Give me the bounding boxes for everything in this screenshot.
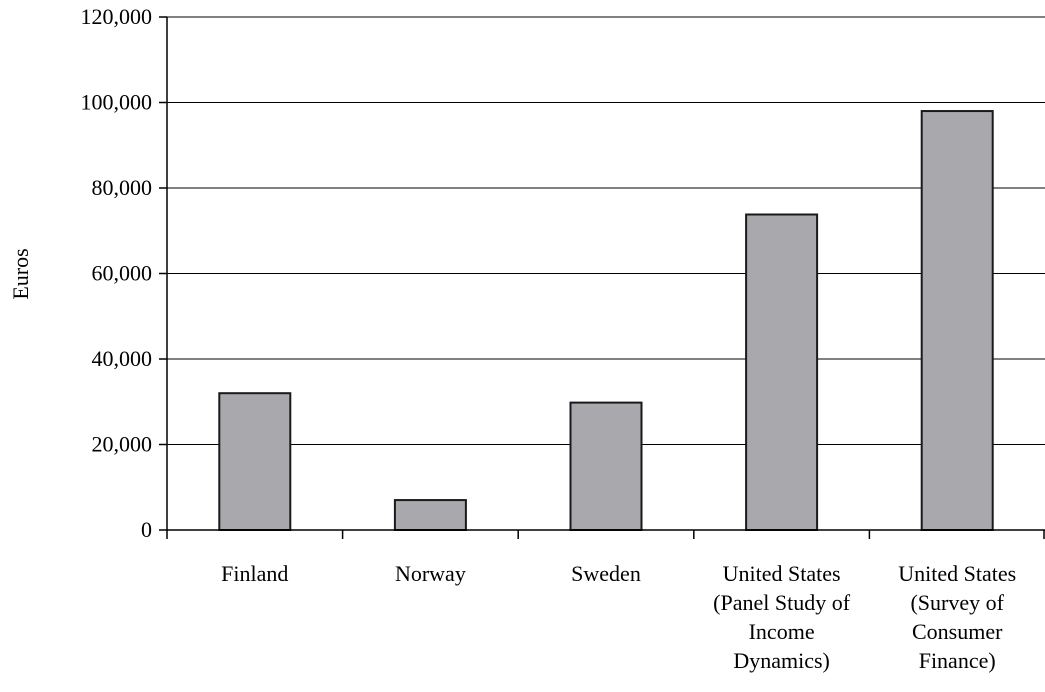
y-tick-label-1: 20,000 [92,432,153,457]
category-label-0-line-0: Finland [221,561,288,586]
category-label-3: United States (Panel Study of Income Dynami… [713,561,851,673]
bar-0 [218,392,292,532]
category-label-2-line-0: Sweden [571,561,641,586]
bar-1 [393,499,467,532]
y-tick-label-5: 100,000 [81,90,153,115]
category-label-4-line-0: United States [898,561,1016,586]
category-label-2: Sweden [571,561,641,586]
category-label-4: United States (Survey of Consumer Finance) [898,561,1016,673]
category-label-3-line-3: Dynamics) [733,648,830,673]
y-tick-label-6: 120,000 [81,4,153,29]
category-labels: Finland Norway Sweden United States (Panel S… [221,561,1016,673]
category-label-4-line-3: Finance) [919,648,996,673]
category-label-0: Finland [221,561,288,586]
gridlines [167,16,1045,445]
category-label-3-line-0: United States [723,561,841,586]
category-label-1: Norway [395,561,466,586]
category-label-4-line-2: Consumer [912,619,1003,644]
y-tick-label-4: 80,000 [92,175,153,200]
bar-4 [920,110,994,532]
category-label-3-line-2: Income [749,619,815,644]
y-tick-labels: 0 20,000 40,000 60,000 80,000 100,000 120,000 [81,4,153,542]
category-label-3-line-1: (Panel Study of [713,590,851,615]
y-tick-label-3: 60,000 [92,261,153,286]
y-tick-label-0: 0 [141,517,152,542]
bar-3 [745,213,819,531]
bar-2 [569,401,643,532]
bars [218,110,994,532]
category-label-1-line-0: Norway [395,561,466,586]
category-label-4-line-1: (Survey of [910,590,1004,615]
y-tick-label-2: 40,000 [92,346,153,371]
y-axis-title: Euros [8,248,33,299]
axes [159,16,1045,539]
